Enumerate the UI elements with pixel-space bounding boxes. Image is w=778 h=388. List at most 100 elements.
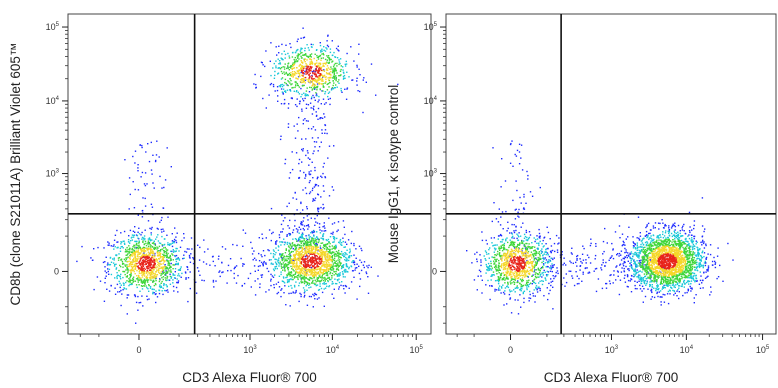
scatter-point <box>634 243 636 246</box>
scatter-point <box>274 70 276 73</box>
scatter-point <box>306 283 308 285</box>
scatter-point <box>318 75 320 77</box>
scatter-point <box>689 226 691 228</box>
scatter-point <box>133 244 135 246</box>
scatter-point <box>300 263 303 265</box>
scatter-point <box>355 248 357 250</box>
scatter-point <box>144 281 147 283</box>
scatter-point <box>298 248 300 250</box>
scatter-point <box>278 286 281 288</box>
scatter-point <box>633 273 635 275</box>
scatter-point <box>324 261 326 263</box>
scatter-point <box>278 85 281 87</box>
scatter-point <box>334 265 336 267</box>
scatter-point <box>145 244 148 247</box>
scatter-point <box>163 247 165 249</box>
scatter-point <box>349 250 351 252</box>
scatter-point <box>319 263 321 265</box>
scatter-point <box>275 247 277 249</box>
scatter-point <box>674 292 676 294</box>
scatter-point <box>528 300 530 302</box>
scatter-point <box>301 249 303 252</box>
scatter-point <box>301 148 303 151</box>
scatter-point <box>317 70 319 73</box>
scatter-point <box>333 51 335 54</box>
scatter-point <box>307 256 309 258</box>
scatter-point <box>129 262 132 265</box>
scatter-point <box>152 264 154 266</box>
scatter-point <box>270 259 272 261</box>
scatter-point <box>314 243 317 245</box>
scatter-point <box>305 154 307 157</box>
scatter-point <box>156 269 158 271</box>
scatter-point <box>346 259 348 261</box>
scatter-point <box>541 280 543 282</box>
scatter-point <box>298 259 300 261</box>
scatter-point <box>143 239 145 241</box>
scatter-point <box>633 260 635 262</box>
scatter-point <box>144 259 146 261</box>
scatter-point <box>146 298 149 301</box>
scatter-point <box>634 287 637 290</box>
scatter-point <box>180 266 182 268</box>
scatter-point <box>576 254 579 257</box>
scatter-point <box>342 66 344 68</box>
scatter-point <box>301 222 303 224</box>
scatter-point <box>502 291 505 294</box>
scatter-point <box>309 245 311 248</box>
scatter-point <box>549 270 552 272</box>
scatter-point <box>175 250 177 252</box>
scatter-point <box>323 283 326 285</box>
scatter-point <box>138 233 141 235</box>
scatter-point <box>148 290 150 292</box>
scatter-point <box>325 102 327 104</box>
scatter-point <box>166 249 168 252</box>
scatter-point <box>581 253 584 255</box>
scatter-point <box>544 277 546 279</box>
scatter-point <box>677 224 680 227</box>
scatter-point <box>259 283 261 285</box>
scatter-point <box>278 246 280 248</box>
scatter-point <box>618 255 620 257</box>
scatter-point <box>474 253 476 255</box>
scatter-point <box>283 90 286 92</box>
scatter-point <box>170 269 172 271</box>
scatter-point <box>283 68 286 70</box>
scatter-point <box>703 252 706 254</box>
scatter-point <box>333 73 335 76</box>
scatter-point <box>692 240 694 243</box>
scatter-point <box>509 290 511 293</box>
scatter-point <box>258 237 260 239</box>
scatter-point <box>328 261 330 264</box>
scatter-point <box>306 249 309 251</box>
scatter-point <box>163 283 165 285</box>
scatter-point <box>301 235 303 237</box>
scatter-point <box>339 272 341 274</box>
scatter-point <box>529 234 532 236</box>
scatter-point <box>135 247 137 250</box>
scatter-point <box>300 47 302 49</box>
scatter-point <box>159 286 162 289</box>
scatter-point <box>497 221 500 223</box>
scatter-point <box>331 54 334 57</box>
scatter-point <box>319 256 321 258</box>
scatter-point <box>303 273 305 275</box>
scatter-point <box>315 221 317 223</box>
scatter-point <box>298 253 300 255</box>
scatter-point <box>97 246 99 249</box>
scatter-point <box>321 132 323 134</box>
scatter-point <box>313 78 315 80</box>
scatter-point <box>146 183 148 185</box>
scatter-point <box>326 239 328 242</box>
scatter-point <box>108 290 111 292</box>
scatter-point <box>332 88 335 90</box>
scatter-point <box>285 248 287 250</box>
scatter-point <box>653 296 656 299</box>
scatter-point <box>621 267 623 269</box>
scatter-point <box>665 230 667 232</box>
scatter-point <box>303 296 305 298</box>
scatter-point <box>143 248 145 250</box>
scatter-point <box>563 277 565 279</box>
scatter-point <box>105 256 107 258</box>
scatter-point <box>323 103 326 105</box>
